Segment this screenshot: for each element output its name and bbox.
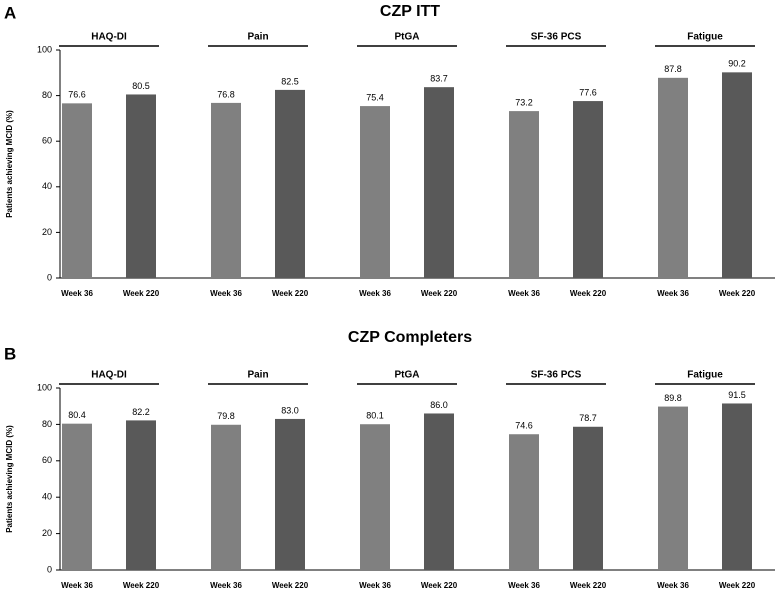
x-tick-label: Week 220 <box>123 289 160 298</box>
y-tick-label: 80 <box>42 419 52 429</box>
x-tick-label: Week 36 <box>359 289 391 298</box>
value-label: 83.0 <box>281 405 299 415</box>
x-tick-label: Week 220 <box>272 581 309 590</box>
value-label: 86.0 <box>430 400 448 410</box>
value-label: 91.5 <box>728 390 746 400</box>
value-label: 82.2 <box>132 407 150 417</box>
x-tick-label: Week 220 <box>272 289 309 298</box>
x-tick-label: Week 36 <box>657 581 689 590</box>
value-label: 80.1 <box>366 411 384 421</box>
bar <box>573 101 603 279</box>
bar <box>275 418 305 570</box>
value-label: 78.7 <box>579 413 597 423</box>
value-label: 89.8 <box>664 393 682 403</box>
group-label: HAQ-DI <box>91 370 127 381</box>
y-tick-label: 40 <box>42 181 52 191</box>
x-tick-label: Week 36 <box>508 289 540 298</box>
chart-title: CZP ITT <box>380 3 440 20</box>
x-tick-label: Week 36 <box>359 581 391 590</box>
bar <box>722 403 752 570</box>
value-label: 79.8 <box>217 411 235 421</box>
bar <box>424 413 454 570</box>
group-label: Pain <box>247 32 268 43</box>
x-tick-label: Week 220 <box>421 581 458 590</box>
group-label: Pain <box>247 370 268 381</box>
y-tick-label: 100 <box>37 382 52 392</box>
value-label: 73.2 <box>515 97 533 107</box>
y-tick-label: 60 <box>42 455 52 465</box>
bar <box>360 424 390 570</box>
bar <box>275 89 305 279</box>
value-label: 77.6 <box>579 87 597 97</box>
value-label: 82.5 <box>281 76 299 86</box>
chart-title: CZP Completers <box>348 329 472 346</box>
group-label: SF-36 PCS <box>531 32 582 43</box>
group-label: Fatigue <box>687 32 723 43</box>
y-tick-label: 60 <box>42 136 52 146</box>
x-tick-label: Week 36 <box>61 581 93 590</box>
group-label: SF-36 PCS <box>531 370 582 381</box>
x-tick-label: Week 36 <box>210 289 242 298</box>
bar <box>658 77 688 278</box>
group-label: HAQ-DI <box>91 32 127 43</box>
x-tick-label: Week 220 <box>719 581 756 590</box>
bar <box>126 420 156 570</box>
x-tick-label: Week 220 <box>570 581 607 590</box>
bar <box>62 103 92 279</box>
y-tick-label: 20 <box>42 528 52 538</box>
value-label: 76.8 <box>217 89 235 99</box>
bar <box>62 423 92 570</box>
x-tick-label: Week 220 <box>421 289 458 298</box>
x-tick-label: Week 36 <box>657 289 689 298</box>
bar <box>509 434 539 570</box>
x-tick-label: Week 220 <box>123 581 160 590</box>
y-tick-label: 40 <box>42 492 52 502</box>
y-tick-label: 0 <box>47 564 52 574</box>
value-label: 90.2 <box>728 59 746 69</box>
value-label: 87.8 <box>664 64 682 74</box>
group-label: PtGA <box>395 370 420 381</box>
y-tick-label: 100 <box>37 44 52 54</box>
bar <box>658 406 688 570</box>
value-label: 80.4 <box>68 410 86 420</box>
bar <box>211 102 241 278</box>
group-label: Fatigue <box>687 370 723 381</box>
value-label: 74.6 <box>515 421 533 431</box>
x-tick-label: Week 36 <box>210 581 242 590</box>
bar <box>360 106 390 278</box>
y-tick-label: 80 <box>42 90 52 100</box>
bar <box>509 111 539 278</box>
panel-label: A <box>4 3 16 22</box>
value-label: 83.7 <box>430 74 448 84</box>
x-tick-label: Week 220 <box>570 289 607 298</box>
y-tick-label: 20 <box>42 227 52 237</box>
x-tick-label: Week 36 <box>508 581 540 590</box>
panel-label: B <box>4 344 16 363</box>
bar <box>424 87 454 278</box>
y-tick-label: 0 <box>47 272 52 282</box>
value-label: 76.6 <box>68 90 86 100</box>
y-axis-label: Patients achieving MCID (%) <box>5 110 14 218</box>
y-axis-label: Patients achieving MCID (%) <box>5 425 14 533</box>
group-label: PtGA <box>395 32 420 43</box>
bar <box>722 72 752 279</box>
x-tick-label: Week 220 <box>719 289 756 298</box>
bar <box>573 426 603 570</box>
bar <box>126 94 156 279</box>
x-tick-label: Week 36 <box>61 289 93 298</box>
value-label: 75.4 <box>366 92 384 102</box>
value-label: 80.5 <box>132 81 150 91</box>
bar <box>211 424 241 570</box>
